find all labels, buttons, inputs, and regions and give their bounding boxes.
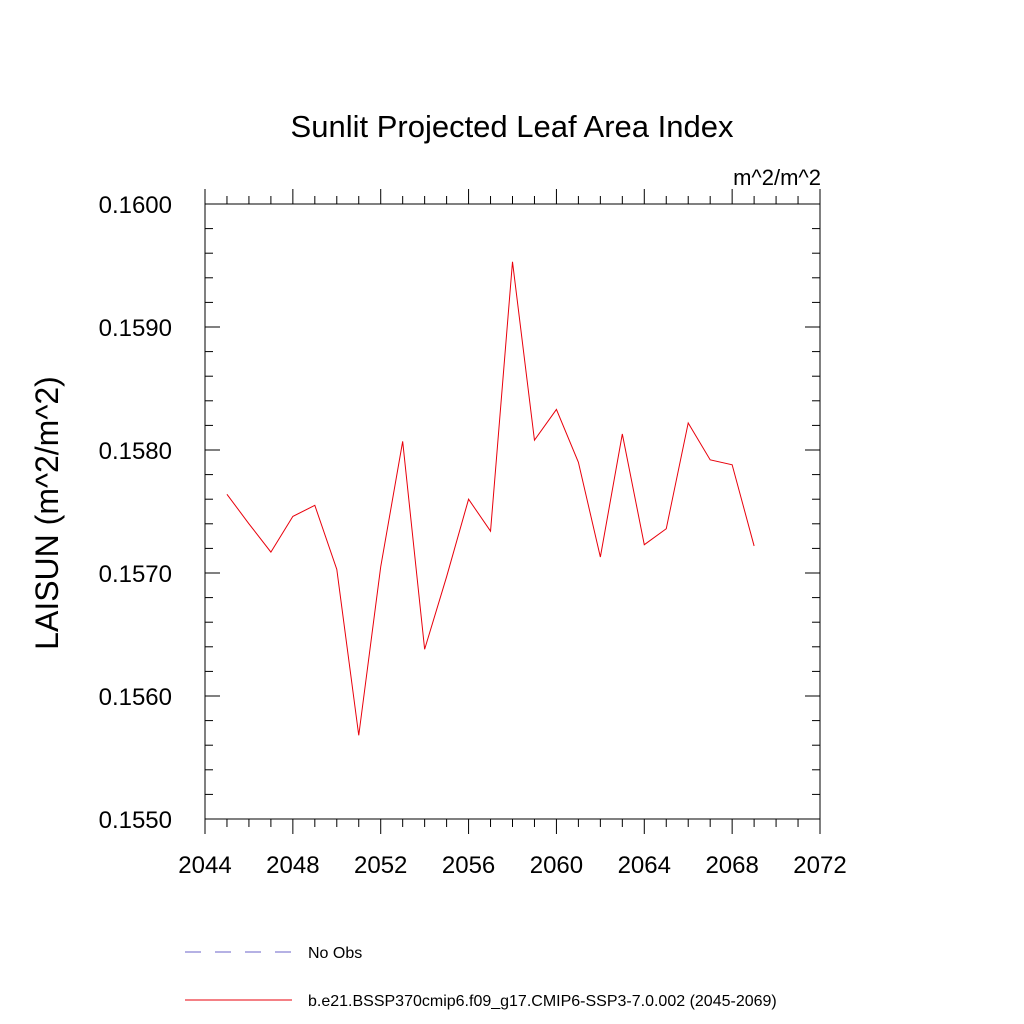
y-tick-labels: 0.1550 0.1560 0.1570 0.1580 0.1590 0.1600: [99, 192, 172, 834]
legend-label-model-run: b.e21.BSSP370cmip6.f09_g17.CMIP6-SSP3-7.…: [308, 993, 777, 1010]
legend: No Obs b.e21.BSSP370cmip6.f09_g17.CMIP6-…: [185, 945, 777, 1010]
x-tick-labels: 2044 2048 2052 2056 2060 2064 2068 2072: [178, 852, 846, 879]
chart-title: Sunlit Projected Leaf Area Index: [291, 109, 734, 144]
y-tick-label: 0.1570: [99, 561, 172, 588]
y-tick-label: 0.1600: [99, 192, 172, 219]
x-tick-label: 2060: [530, 852, 583, 879]
legend-label-no-obs: No Obs: [308, 945, 362, 962]
x-tick-label: 2056: [442, 852, 495, 879]
x-tick-label: 2052: [354, 852, 407, 879]
x-tick-label: 2048: [266, 852, 319, 879]
x-tick-label: 2068: [705, 852, 758, 879]
series-layer: [226, 261, 755, 736]
axis-ticks: [204, 189, 821, 834]
y-tick-label: 0.1590: [99, 315, 172, 342]
y-tick-label: 0.1550: [99, 807, 172, 834]
x-tick-label: 2064: [618, 852, 671, 879]
x-tick-label: 2044: [178, 852, 231, 879]
x-tick-label: 2072: [793, 852, 846, 879]
series-line: [226, 261, 755, 736]
plot-frame: [204, 203, 821, 820]
units-label: m^2/m^2: [733, 165, 821, 190]
y-axis-label: LAISUN (m^2/m^2): [29, 376, 65, 650]
y-tick-label: 0.1560: [99, 684, 172, 711]
y-tick-label: 0.1580: [99, 438, 172, 465]
